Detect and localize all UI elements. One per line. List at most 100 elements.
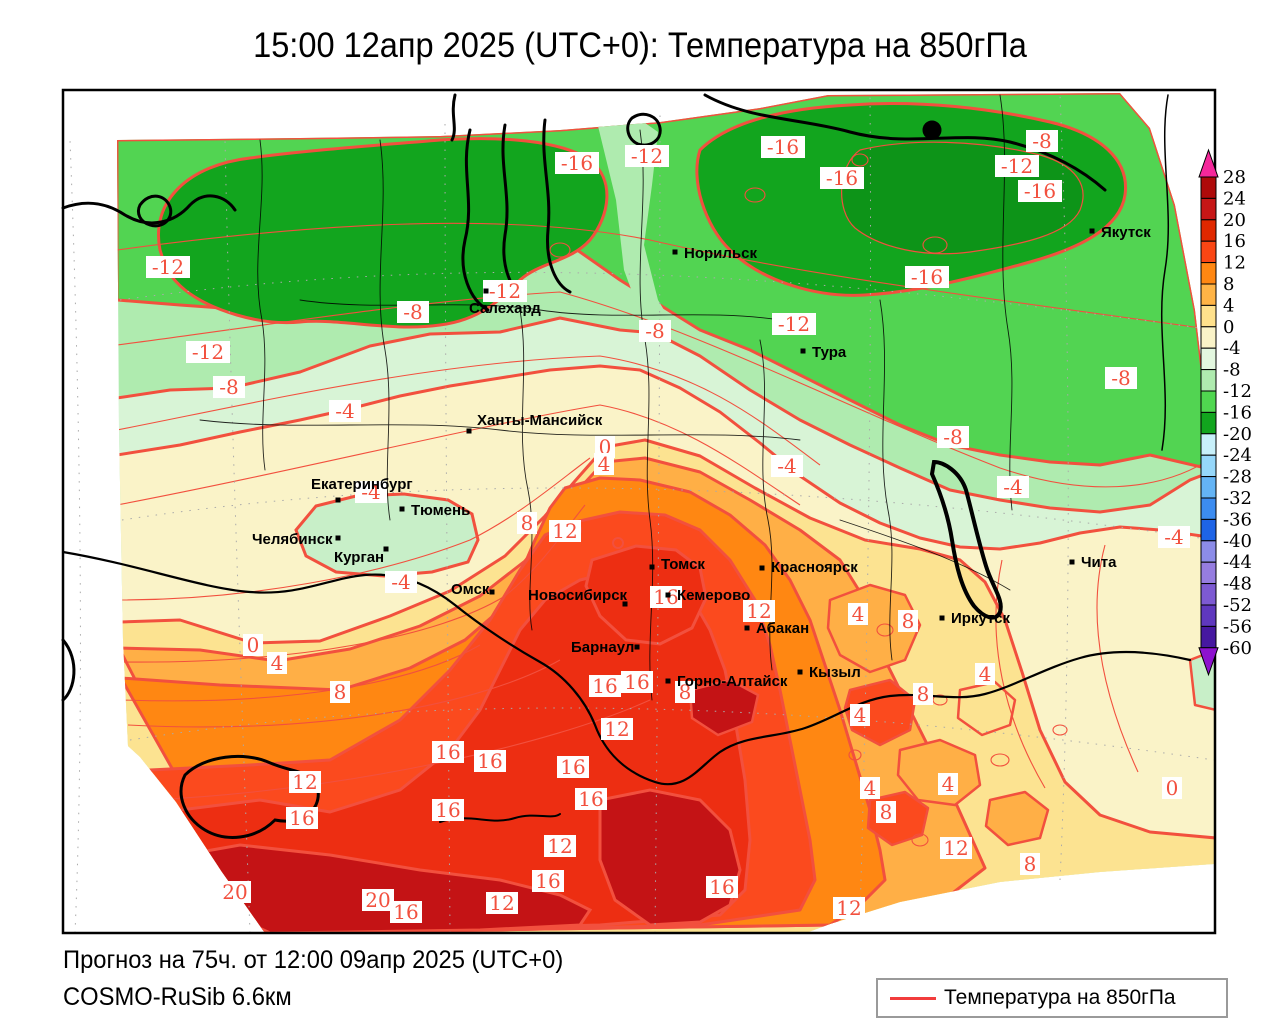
colorbar-tick-label: 4 (1223, 295, 1234, 316)
isotherm-label: -4 (1164, 525, 1183, 549)
city-label: Ханты-Мансийск (477, 412, 603, 429)
lake-baikal (929, 459, 1003, 620)
colorbar-segment (1200, 283, 1217, 306)
colorbar-segment (1200, 347, 1217, 371)
city-marker (489, 589, 495, 595)
colorbar-segment (1200, 326, 1217, 349)
isotherm-label-box (575, 788, 607, 810)
city-marker (939, 615, 945, 621)
city-marker (1069, 559, 1075, 565)
isotherm-label: 16 (624, 670, 649, 694)
colorbar-segment (1200, 518, 1217, 542)
city-marker (800, 348, 806, 354)
isotherm-label: -8 (1032, 129, 1051, 153)
isotherm-label: -4 (361, 480, 380, 504)
isotherm-label-box (186, 341, 230, 363)
isotherm-label: 16 (535, 869, 560, 893)
colorbar-tick-label: 28 (1223, 167, 1246, 188)
pocket-kemerovo (584, 544, 708, 646)
city-marker (622, 601, 628, 607)
admin-borders (199, 94, 1013, 701)
isotherm-label-box (532, 870, 564, 892)
isotherm-label: 12 (552, 519, 577, 543)
colorbar-segment (1200, 390, 1217, 413)
isotherm-label: -16 (826, 166, 858, 190)
city-label: Якутск (1101, 224, 1151, 241)
colorbar-segment (1200, 176, 1217, 199)
colorbar-tick-label: -28 (1223, 467, 1252, 488)
colorbar-segment (1200, 219, 1217, 242)
cities-layer: Норильск Якутск Салехард Тура Ханты-Мансийск… (252, 224, 1151, 690)
colorbar-segment (1200, 540, 1217, 563)
country-border (61, 550, 1192, 786)
isotherm-label: 4 (852, 602, 865, 626)
isotherm-label-box (243, 634, 263, 656)
isotherm-label: 12 (292, 770, 317, 794)
isotherm-label-box (820, 167, 864, 189)
city-label: Тура (812, 344, 847, 361)
isotherm-label-box (937, 426, 969, 448)
isotherm-label: 4 (942, 772, 955, 796)
isotherm-label-box (486, 892, 518, 914)
city-label: Томск (661, 556, 705, 573)
colorbar-tick-label: -60 (1223, 638, 1252, 659)
city-label: Тюмень (411, 502, 470, 519)
isotherm-label: 12 (489, 891, 514, 915)
isotherm-label-box (595, 436, 615, 458)
isotherm-label-box (385, 571, 417, 593)
colorbar-segment (1200, 454, 1217, 478)
isotherm-label-box (743, 600, 775, 622)
isotherm-label: 16 (435, 798, 460, 822)
isotherm-label-box (1020, 853, 1040, 875)
isotherm-label: -12 (192, 340, 224, 364)
temperature-field (117, 93, 1214, 933)
isotherm-label-box (940, 837, 972, 859)
isotherm-label-box (544, 835, 576, 857)
isotherm-label: -8 (1111, 366, 1130, 390)
isotherm-label-box (621, 671, 653, 693)
isotherm-label-box (997, 476, 1029, 498)
colorbar-segment (1200, 561, 1217, 585)
city-marker (335, 535, 341, 541)
isotherm-label: 8 (679, 680, 692, 704)
isotherm-label-box (397, 301, 429, 323)
isotherm-label-box (355, 481, 387, 503)
colorbar-tick-label: 0 (1223, 317, 1234, 338)
isotherm-label-box (938, 773, 958, 795)
city-marker (335, 497, 341, 503)
isotherm-label: 4 (271, 651, 284, 675)
city-label: Новосибирск (528, 587, 628, 604)
city-marker (399, 506, 405, 512)
colorbar-segment (1200, 433, 1217, 456)
colorbar-segment (1200, 197, 1217, 221)
colorbar-tick-label: -44 (1223, 552, 1252, 573)
colorbar-tick-label: 16 (1223, 231, 1246, 252)
city-marker (634, 644, 640, 650)
isotherm-label: 12 (943, 836, 968, 860)
pocket-20-center (598, 788, 742, 927)
isotherm-label: -16 (911, 265, 943, 289)
city-marker (466, 428, 472, 434)
city-label: Челябинск (252, 531, 333, 548)
isotherm-label-box (625, 145, 669, 167)
city-marker (759, 565, 765, 571)
city-marker (1089, 228, 1095, 234)
isotherm-label-box (146, 256, 190, 278)
isotherm-label-box (432, 799, 464, 821)
city-label: Красноярск (771, 559, 858, 576)
city-label: Иркутск (951, 610, 1010, 627)
city-marker (672, 249, 678, 255)
legend-line-sample (890, 996, 936, 1000)
pocket-altai (688, 678, 760, 737)
colorbar-segment (1200, 583, 1217, 606)
city-label: Норильск (684, 245, 757, 262)
isotherm-label: 12 (746, 599, 771, 623)
colorbar-segment (1200, 497, 1217, 520)
cold-core-west (157, 137, 609, 329)
isotherm-label: 4 (598, 452, 611, 476)
isotherm-label: -12 (152, 255, 184, 279)
isotherm-label: 16 (560, 755, 585, 779)
colorbar-tick-label: -12 (1223, 381, 1252, 402)
